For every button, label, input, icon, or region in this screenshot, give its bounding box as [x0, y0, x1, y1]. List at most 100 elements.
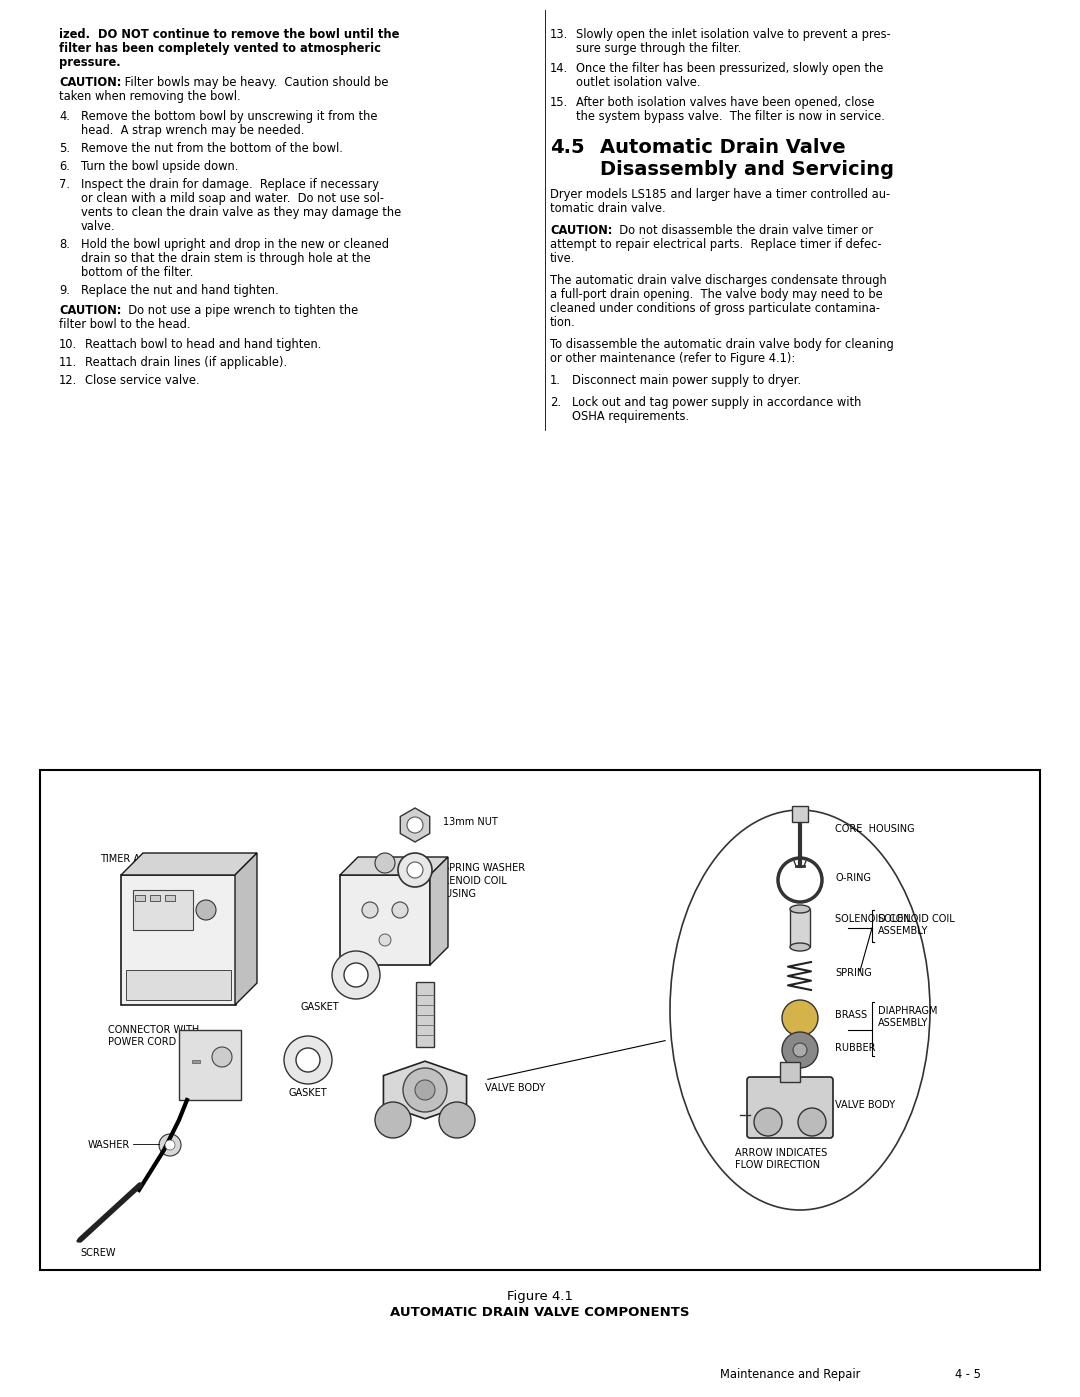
Circle shape — [399, 854, 432, 887]
Text: outlet isolation valve.: outlet isolation valve. — [576, 75, 701, 89]
Text: Do not disassemble the drain valve timer or: Do not disassemble the drain valve timer… — [612, 224, 873, 237]
Text: VALVE BODY: VALVE BODY — [485, 1083, 545, 1092]
Text: GASKET: GASKET — [300, 1002, 339, 1011]
Text: ized.  DO NOT continue to remove the bowl until the: ized. DO NOT continue to remove the bowl… — [59, 28, 400, 41]
Text: ASSEMBLY: ASSEMBLY — [878, 926, 929, 936]
Circle shape — [782, 1032, 818, 1067]
Text: ASSEMBLY: ASSEMBLY — [878, 1018, 929, 1028]
Text: SOLENOID COIL: SOLENOID COIL — [835, 914, 912, 923]
Text: SPRING WASHER: SPRING WASHER — [443, 863, 525, 873]
Text: Automatic Drain Valve: Automatic Drain Valve — [600, 138, 846, 156]
Text: tomatic drain valve.: tomatic drain valve. — [550, 203, 665, 215]
Circle shape — [403, 1067, 447, 1112]
Text: attempt to repair electrical parts.  Replace timer if defec-: attempt to repair electrical parts. Repl… — [550, 237, 881, 251]
Text: Slowly open the inlet isolation valve to prevent a pres-: Slowly open the inlet isolation valve to… — [576, 28, 891, 41]
FancyBboxPatch shape — [747, 1077, 833, 1139]
Circle shape — [296, 1048, 320, 1071]
Circle shape — [379, 935, 391, 946]
Text: tive.: tive. — [550, 251, 576, 265]
Text: 11.: 11. — [59, 356, 77, 369]
Text: 7.: 7. — [59, 177, 70, 191]
Text: 4.5: 4.5 — [550, 138, 584, 156]
Text: Maintenance and Repair: Maintenance and Repair — [720, 1368, 861, 1382]
Text: 12.: 12. — [59, 374, 78, 387]
Text: Hold the bowl upright and drop in the new or cleaned: Hold the bowl upright and drop in the ne… — [81, 237, 389, 251]
Text: the system bypass valve.  The filter is now in service.: the system bypass valve. The filter is n… — [576, 110, 885, 123]
Text: SCREW: SCREW — [80, 1248, 116, 1259]
Text: head.  A strap wrench may be needed.: head. A strap wrench may be needed. — [81, 124, 305, 137]
Text: HOUSING: HOUSING — [430, 888, 476, 900]
Polygon shape — [121, 854, 257, 875]
Text: or clean with a mild soap and water.  Do not use sol-: or clean with a mild soap and water. Do … — [81, 191, 384, 205]
Text: Reattach bowl to head and hand tighten.: Reattach bowl to head and hand tighten. — [85, 338, 322, 351]
Circle shape — [332, 951, 380, 999]
Text: bottom of the filter.: bottom of the filter. — [81, 265, 193, 279]
Text: To disassemble the automatic drain valve body for cleaning: To disassemble the automatic drain valve… — [550, 338, 894, 351]
Text: tion.: tion. — [550, 316, 576, 330]
Text: filter bowl to the head.: filter bowl to the head. — [59, 319, 190, 331]
Circle shape — [212, 1046, 232, 1067]
Polygon shape — [430, 856, 448, 965]
Text: CAUTION:: CAUTION: — [59, 75, 121, 89]
Bar — [192, 1060, 200, 1063]
Text: 2.: 2. — [550, 395, 561, 409]
Bar — [789, 909, 810, 947]
Circle shape — [782, 1000, 818, 1037]
Bar — [133, 890, 193, 930]
Text: 8.: 8. — [59, 237, 70, 251]
Bar — [179, 1030, 241, 1099]
Text: Turn the bowl upside down.: Turn the bowl upside down. — [81, 161, 239, 173]
Text: SOLENOID COIL: SOLENOID COIL — [878, 914, 955, 923]
Circle shape — [345, 963, 368, 988]
Text: CAUTION:: CAUTION: — [59, 305, 121, 317]
Bar — [340, 875, 430, 965]
Circle shape — [165, 1140, 175, 1150]
Circle shape — [438, 1102, 475, 1139]
Text: ARROW INDICATES: ARROW INDICATES — [735, 1148, 827, 1158]
Text: Dryer models LS185 and larger have a timer controlled au-: Dryer models LS185 and larger have a tim… — [550, 189, 890, 201]
Text: SOLENOID COIL: SOLENOID COIL — [430, 876, 507, 886]
Bar — [150, 895, 160, 901]
Circle shape — [407, 817, 423, 833]
Bar — [165, 895, 175, 901]
Text: Filter bowls may be heavy.  Caution should be: Filter bowls may be heavy. Caution shoul… — [121, 75, 389, 89]
Text: 13.: 13. — [550, 28, 568, 41]
Text: or other maintenance (refer to Figure 4.1):: or other maintenance (refer to Figure 4.… — [550, 352, 795, 365]
Text: valve.: valve. — [81, 219, 116, 233]
Text: DIAPHRAGM: DIAPHRAGM — [878, 1006, 937, 1016]
Text: AUTOMATIC DRAIN VALVE COMPONENTS: AUTOMATIC DRAIN VALVE COMPONENTS — [390, 1306, 690, 1319]
Bar — [135, 895, 145, 901]
Text: 9.: 9. — [59, 284, 70, 298]
Text: GASKET: GASKET — [288, 1088, 327, 1098]
Text: 5.: 5. — [59, 142, 70, 155]
Text: O-RING: O-RING — [835, 873, 870, 883]
Text: 4.: 4. — [59, 110, 70, 123]
Bar — [416, 982, 434, 1046]
Text: Figure 4.1: Figure 4.1 — [507, 1289, 573, 1303]
Circle shape — [798, 1108, 826, 1136]
Ellipse shape — [670, 810, 930, 1210]
Circle shape — [778, 858, 822, 902]
Text: CONNECTOR WITH: CONNECTOR WITH — [108, 1025, 199, 1035]
Text: A: A — [797, 1013, 802, 1023]
Bar — [792, 806, 808, 821]
Bar — [126, 970, 231, 1000]
Text: Disassembly and Servicing: Disassembly and Servicing — [600, 161, 894, 179]
Text: sure surge through the filter.: sure surge through the filter. — [576, 42, 741, 54]
Text: Remove the nut from the bottom of the bowl.: Remove the nut from the bottom of the bo… — [81, 142, 342, 155]
Circle shape — [392, 902, 408, 918]
Text: Lock out and tag power supply in accordance with: Lock out and tag power supply in accorda… — [572, 395, 862, 409]
Text: SPRING: SPRING — [835, 968, 872, 978]
Text: Close service valve.: Close service valve. — [85, 374, 200, 387]
Circle shape — [362, 902, 378, 918]
Bar — [121, 875, 237, 1004]
Text: The automatic drain valve discharges condensate through: The automatic drain valve discharges con… — [550, 274, 887, 286]
Circle shape — [195, 900, 216, 921]
Ellipse shape — [789, 943, 810, 951]
Text: OSHA requirements.: OSHA requirements. — [572, 409, 689, 423]
Text: Remove the bottom bowl by unscrewing it from the: Remove the bottom bowl by unscrewing it … — [81, 110, 378, 123]
Polygon shape — [340, 856, 448, 875]
Text: BRASS: BRASS — [835, 1010, 867, 1020]
Text: CORE  HOUSING: CORE HOUSING — [835, 824, 915, 834]
Circle shape — [415, 1080, 435, 1099]
